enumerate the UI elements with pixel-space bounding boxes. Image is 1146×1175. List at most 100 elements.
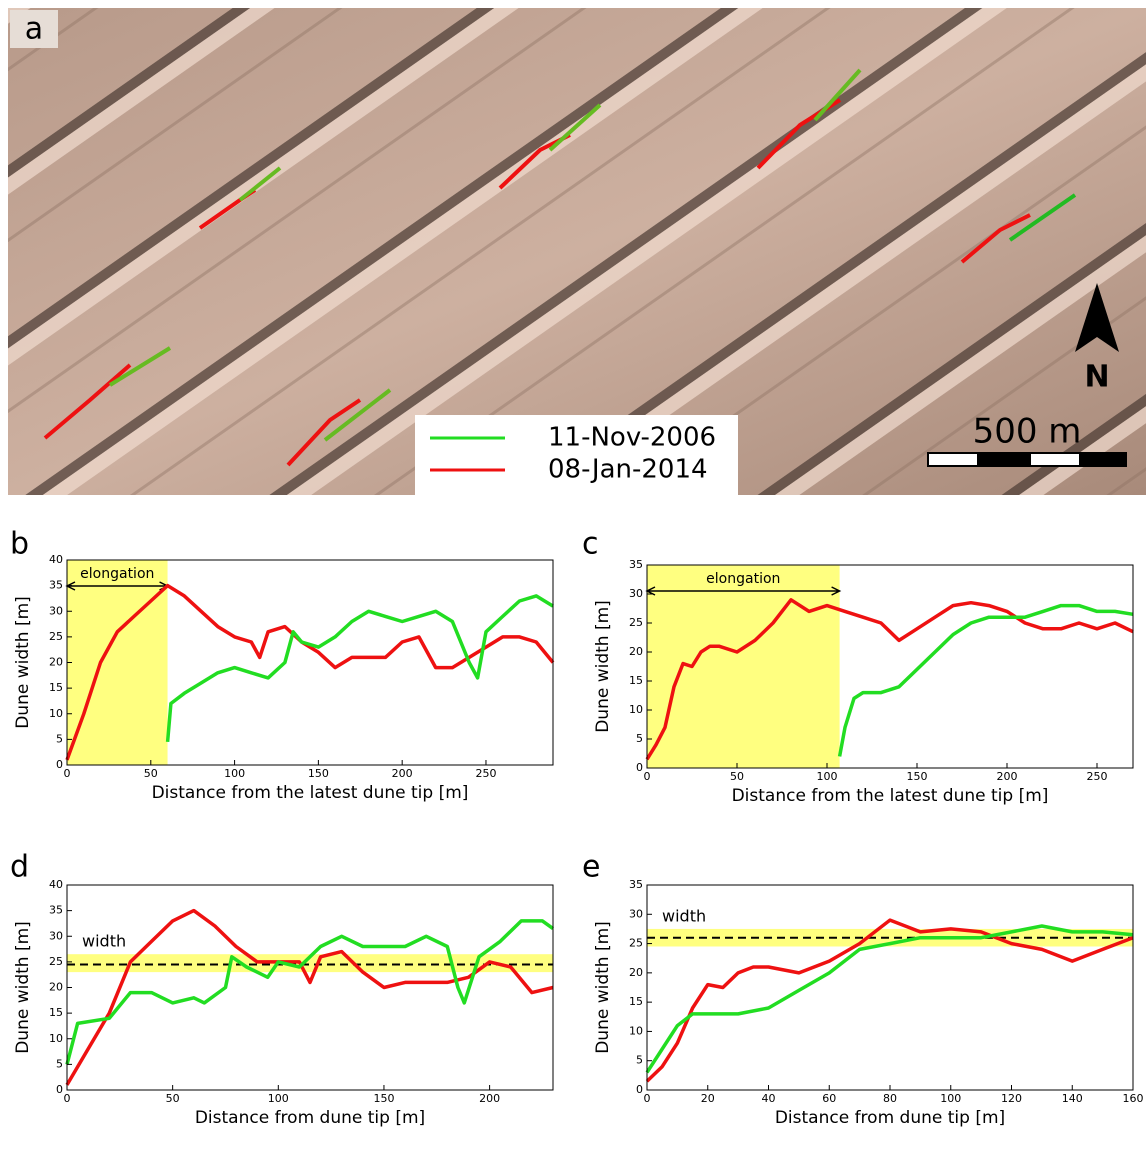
x-tick-label: 150 <box>308 767 329 780</box>
width-band <box>67 954 553 973</box>
x-tick-label: 120 <box>1001 1092 1022 1105</box>
image-panel: a N 500 m <box>8 8 1146 495</box>
width-line-series <box>645 598 1134 761</box>
y-tick-label: 10 <box>629 1024 643 1037</box>
scale-bar <box>927 452 1127 467</box>
elongation-label: elongation <box>80 566 154 582</box>
panel-label: d <box>10 850 29 885</box>
y-tick-label: 10 <box>49 1032 63 1045</box>
width-line-series <box>65 908 554 1086</box>
y-tick-label: 35 <box>49 579 63 592</box>
width-line-series <box>65 919 555 1065</box>
panel-label: c <box>582 527 599 562</box>
y-tick-label: 5 <box>56 1057 63 1070</box>
x-tick-label: 0 <box>64 767 71 780</box>
y-tick-label: 15 <box>49 681 63 694</box>
y-tick-label: 30 <box>49 604 63 617</box>
x-axis-label: Distance from dune tip [m] <box>195 1108 425 1128</box>
y-tick-label: 35 <box>629 558 643 571</box>
x-tick-label: 80 <box>883 1092 897 1105</box>
y-tick-label: 30 <box>629 587 643 600</box>
y-axis-label: Dune width [m] <box>13 921 33 1054</box>
scale-label: 500 m <box>973 412 1082 452</box>
y-tick-label: 25 <box>49 955 63 968</box>
x-tick-label: 140 <box>1062 1092 1083 1105</box>
y-tick-label: 5 <box>636 732 643 745</box>
y-tick-label: 10 <box>49 707 63 720</box>
x-tick-label: 200 <box>479 1092 500 1105</box>
panel-label: e <box>582 850 600 885</box>
elongation-band <box>67 560 168 765</box>
x-tick-label: 100 <box>940 1092 961 1105</box>
x-tick-label: 200 <box>997 770 1018 783</box>
y-tick-label: 0 <box>56 758 63 771</box>
y-tick-label: 35 <box>49 904 63 917</box>
y-tick-label: 30 <box>629 907 643 920</box>
x-axis-label: Distance from the latest dune tip [m] <box>732 786 1049 806</box>
x-tick-label: 60 <box>822 1092 836 1105</box>
x-axis-label: Distance from dune tip [m] <box>775 1108 1005 1128</box>
dune-outlines <box>43 68 1077 467</box>
x-tick-label: 100 <box>268 1092 289 1105</box>
x-tick-label: 20 <box>701 1092 715 1105</box>
y-tick-label: 0 <box>636 1083 643 1096</box>
x-tick-label: 50 <box>166 1092 180 1105</box>
panel-label: b <box>10 527 29 562</box>
y-tick-label: 15 <box>629 674 643 687</box>
y-tick-label: 0 <box>636 761 643 774</box>
x-tick-label: 150 <box>373 1092 394 1105</box>
x-tick-label: 250 <box>475 767 496 780</box>
y-tick-label: 5 <box>56 732 63 745</box>
x-tick-label: 150 <box>907 770 928 783</box>
y-tick-label: 20 <box>629 645 643 658</box>
y-tick-label: 40 <box>49 553 63 566</box>
width-line-series <box>645 918 1134 1083</box>
width-line-series <box>645 924 1134 1074</box>
x-tick-label: 100 <box>817 770 838 783</box>
x-tick-label: 200 <box>392 767 413 780</box>
panel-label-box <box>10 10 58 48</box>
y-tick-label: 10 <box>629 703 643 716</box>
dune-ridges <box>8 8 1146 495</box>
x-axis-label: Distance from the latest dune tip [m] <box>152 783 469 803</box>
y-axis-label: Dune width [m] <box>13 596 33 729</box>
y-tick-label: 25 <box>629 616 643 629</box>
legend-box <box>415 415 738 495</box>
y-axis-label: Dune width [m] <box>593 921 613 1054</box>
y-tick-label: 25 <box>629 937 643 950</box>
y-tick-label: 15 <box>49 1006 63 1019</box>
panel-label: a <box>25 12 43 47</box>
north-arrow <box>1075 283 1119 352</box>
legend-label: 11-Nov-2006 <box>548 423 716 453</box>
y-tick-label: 35 <box>629 878 643 891</box>
y-tick-label: 20 <box>49 981 63 994</box>
y-tick-label: 30 <box>49 929 63 942</box>
y-tick-label: 25 <box>49 630 63 643</box>
width-label: width <box>662 906 706 925</box>
width-line-series <box>165 594 554 743</box>
plot-area <box>67 885 553 1090</box>
x-tick-label: 0 <box>644 770 651 783</box>
elongation-band <box>647 565 840 768</box>
plot-frame <box>646 564 1134 769</box>
y-tick-label: 5 <box>636 1054 643 1067</box>
north-label: N <box>1084 360 1109 395</box>
width-line-series <box>837 603 1134 757</box>
y-tick-label: 20 <box>49 656 63 669</box>
y-tick-label: 20 <box>629 966 643 979</box>
width-label: width <box>82 932 126 951</box>
legend-label: 08-Jan-2014 <box>548 455 708 485</box>
y-tick-label: 15 <box>629 995 643 1008</box>
x-tick-label: 250 <box>1087 770 1108 783</box>
y-tick-label: 0 <box>56 1083 63 1096</box>
elongation-label: elongation <box>706 571 780 587</box>
x-tick-label: 50 <box>730 770 744 783</box>
x-tick-label: 160 <box>1123 1092 1144 1105</box>
x-tick-label: 100 <box>224 767 245 780</box>
x-tick-label: 40 <box>762 1092 776 1105</box>
y-tick-label: 40 <box>49 878 63 891</box>
x-tick-label: 0 <box>644 1092 651 1105</box>
x-tick-label: 0 <box>64 1092 71 1105</box>
y-axis-label: Dune width [m] <box>593 600 613 733</box>
